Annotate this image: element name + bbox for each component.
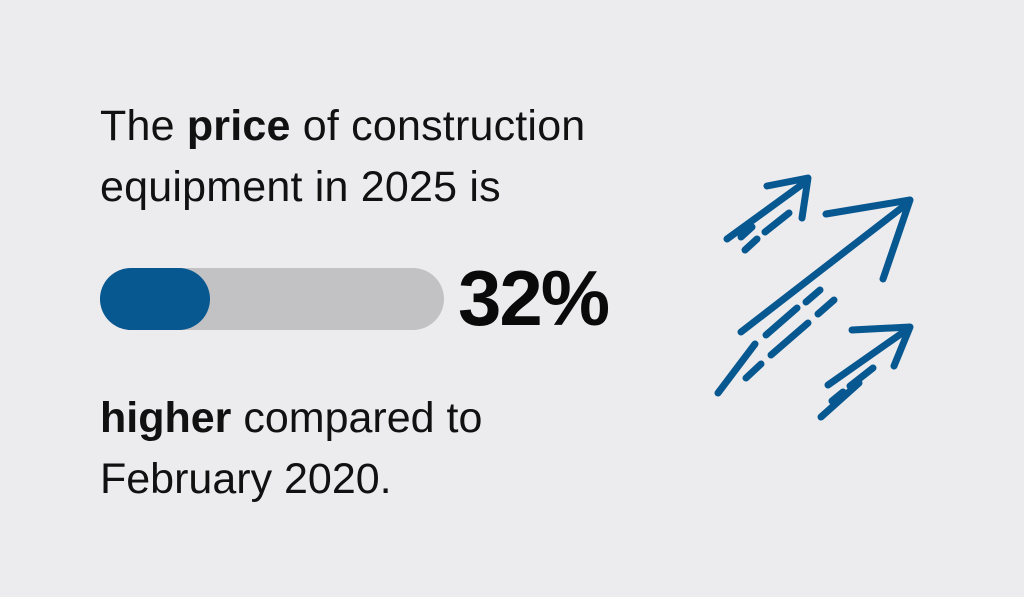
footline-part2: compared to February 2020. [100, 394, 483, 503]
footline-text: higher compared to February 2020. [100, 388, 660, 510]
headline-part2: of construction equipment in 2025 is [100, 102, 586, 211]
percent-value: 32% [458, 254, 610, 342]
headline-emphasis: price [186, 102, 291, 150]
headline-part1: The [100, 102, 187, 150]
footline-emphasis: higher [100, 394, 232, 442]
progress-fill [100, 268, 211, 330]
rising-arrows-icon [714, 174, 914, 421]
progress-bar [100, 268, 444, 330]
headline-text: The price of construction equipment in 2… [100, 96, 660, 218]
